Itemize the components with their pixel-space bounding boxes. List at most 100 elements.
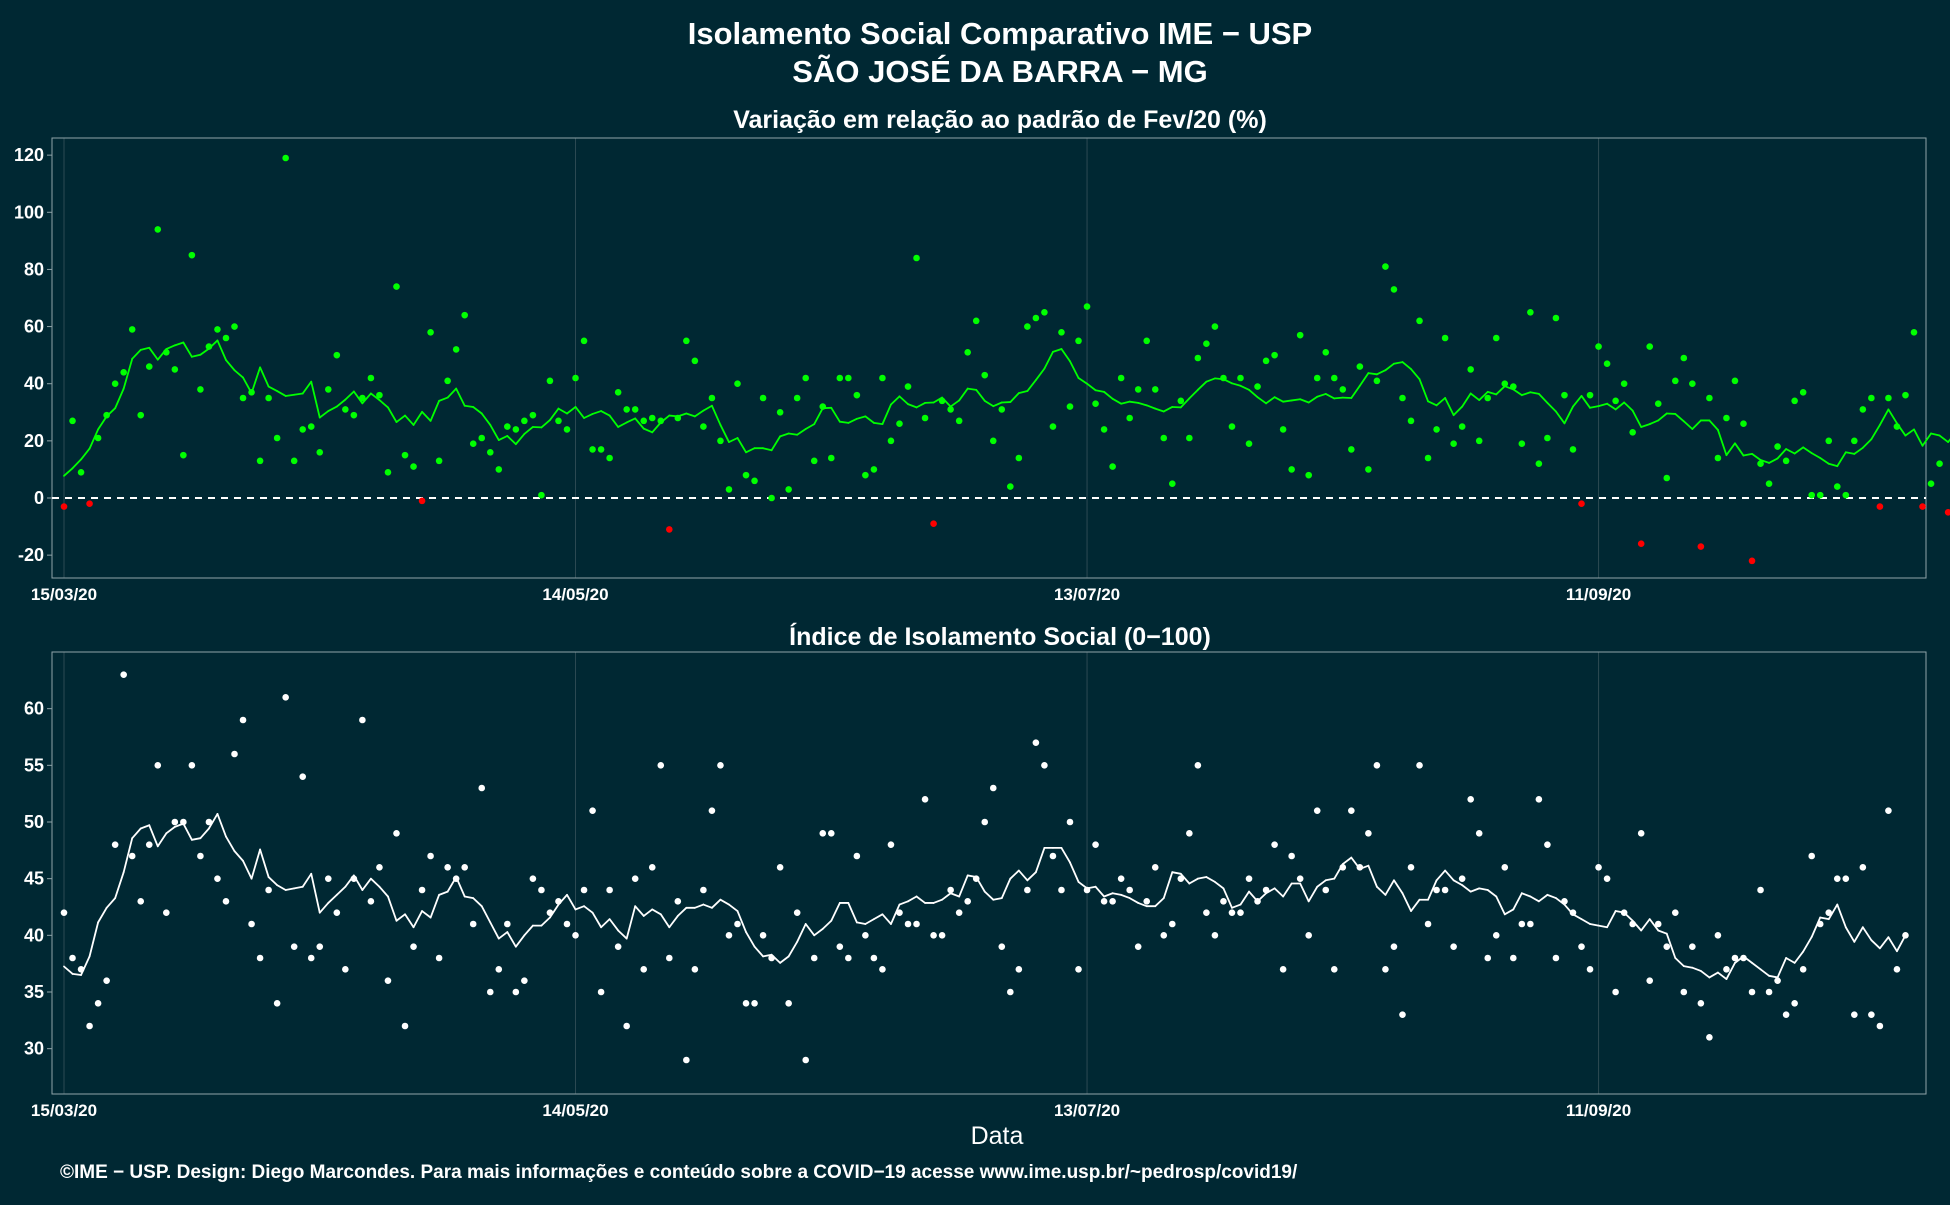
data-point <box>794 395 801 402</box>
data-point <box>478 785 485 792</box>
data-point <box>316 943 323 950</box>
data-point <box>1553 955 1560 962</box>
data-point <box>1297 875 1304 882</box>
data-point <box>1033 739 1040 746</box>
data-point <box>1126 415 1133 422</box>
data-point <box>1084 887 1091 894</box>
data-point <box>1476 438 1483 445</box>
data-point <box>1374 378 1381 385</box>
data-point <box>828 455 835 462</box>
data-point <box>1544 841 1551 848</box>
data-point <box>854 392 861 399</box>
data-point <box>1894 423 1901 430</box>
data-point <box>1655 400 1662 407</box>
data-point <box>1135 386 1142 393</box>
data-point <box>530 412 537 419</box>
data-point <box>1766 480 1773 487</box>
data-point <box>342 406 349 413</box>
trend-line-segment <box>465 406 474 407</box>
data-point <box>351 875 358 882</box>
data-point <box>1877 503 1884 510</box>
trend-line-segment <box>874 423 883 424</box>
data-point <box>1399 395 1406 402</box>
data-point <box>1604 360 1611 367</box>
data-point <box>1425 455 1432 462</box>
data-point <box>1663 943 1670 950</box>
data-point <box>1817 492 1824 499</box>
data-point <box>1067 819 1074 826</box>
data-point <box>240 717 247 724</box>
data-point <box>1450 440 1457 447</box>
data-point <box>1331 966 1338 973</box>
data-point <box>1467 366 1474 373</box>
data-point <box>1570 909 1577 916</box>
data-point <box>342 966 349 973</box>
data-point <box>163 349 170 356</box>
data-point <box>410 943 417 950</box>
data-point <box>180 452 187 459</box>
data-point <box>1604 875 1611 882</box>
data-point <box>393 830 400 837</box>
data-point <box>1152 386 1159 393</box>
data-point <box>956 418 963 425</box>
data-point <box>1842 492 1849 499</box>
data-point <box>760 932 767 939</box>
data-point <box>1075 338 1082 345</box>
data-point <box>888 438 895 445</box>
trend-line-segment <box>968 389 977 390</box>
data-point <box>1757 460 1764 467</box>
data-point <box>657 418 664 425</box>
data-point <box>1698 543 1705 550</box>
data-point <box>478 435 485 442</box>
data-point <box>137 412 144 419</box>
data-point <box>854 853 861 860</box>
data-point <box>521 977 528 984</box>
data-point <box>385 469 392 476</box>
data-point <box>581 887 588 894</box>
data-point <box>1160 932 1167 939</box>
data-point <box>1041 762 1048 769</box>
data-point <box>1340 386 1347 393</box>
data-point <box>675 415 682 422</box>
data-point <box>231 323 238 330</box>
x-tick-label: 15/03/20 <box>31 585 97 604</box>
data-point <box>1629 921 1636 928</box>
y-tick-label: 40 <box>24 374 44 394</box>
data-point <box>1928 480 1935 487</box>
data-point <box>146 363 153 370</box>
data-point <box>743 1000 750 1007</box>
data-point <box>862 472 869 479</box>
y-tick-label: 80 <box>24 259 44 279</box>
data-point <box>1024 887 1031 894</box>
data-point <box>1510 955 1517 962</box>
data-point <box>1672 909 1679 916</box>
data-point <box>811 458 818 465</box>
data-point <box>1749 989 1756 996</box>
data-point <box>495 966 502 973</box>
data-point <box>760 395 767 402</box>
data-point <box>1254 898 1261 905</box>
y-tick-label: 40 <box>24 925 44 945</box>
data-point <box>334 909 341 916</box>
panel1-title: Variação em relação ao padrão de Fev/20 … <box>733 106 1267 134</box>
data-point <box>1706 395 1713 402</box>
y-tick-label: 45 <box>24 869 44 889</box>
data-point <box>649 415 656 422</box>
data-point <box>86 500 93 507</box>
data-point <box>1655 921 1662 928</box>
data-point <box>1314 375 1321 382</box>
data-point <box>521 418 528 425</box>
data-point <box>1868 1011 1875 1018</box>
data-point <box>1723 966 1730 973</box>
data-point <box>862 932 869 939</box>
data-point <box>1297 332 1304 339</box>
data-point <box>845 375 852 382</box>
data-point <box>1817 921 1824 928</box>
x-tick-label: 13/07/20 <box>1054 1101 1120 1120</box>
data-point <box>1868 395 1875 402</box>
data-point <box>538 492 545 499</box>
data-point <box>359 395 366 402</box>
data-point <box>1143 898 1150 905</box>
data-point <box>172 366 179 373</box>
